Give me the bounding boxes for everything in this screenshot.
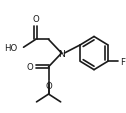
Text: O: O <box>45 82 52 91</box>
Text: F: F <box>120 57 125 66</box>
Text: HO: HO <box>4 43 17 52</box>
Text: N: N <box>58 49 65 58</box>
Text: O: O <box>26 63 33 72</box>
Text: O: O <box>32 15 39 24</box>
